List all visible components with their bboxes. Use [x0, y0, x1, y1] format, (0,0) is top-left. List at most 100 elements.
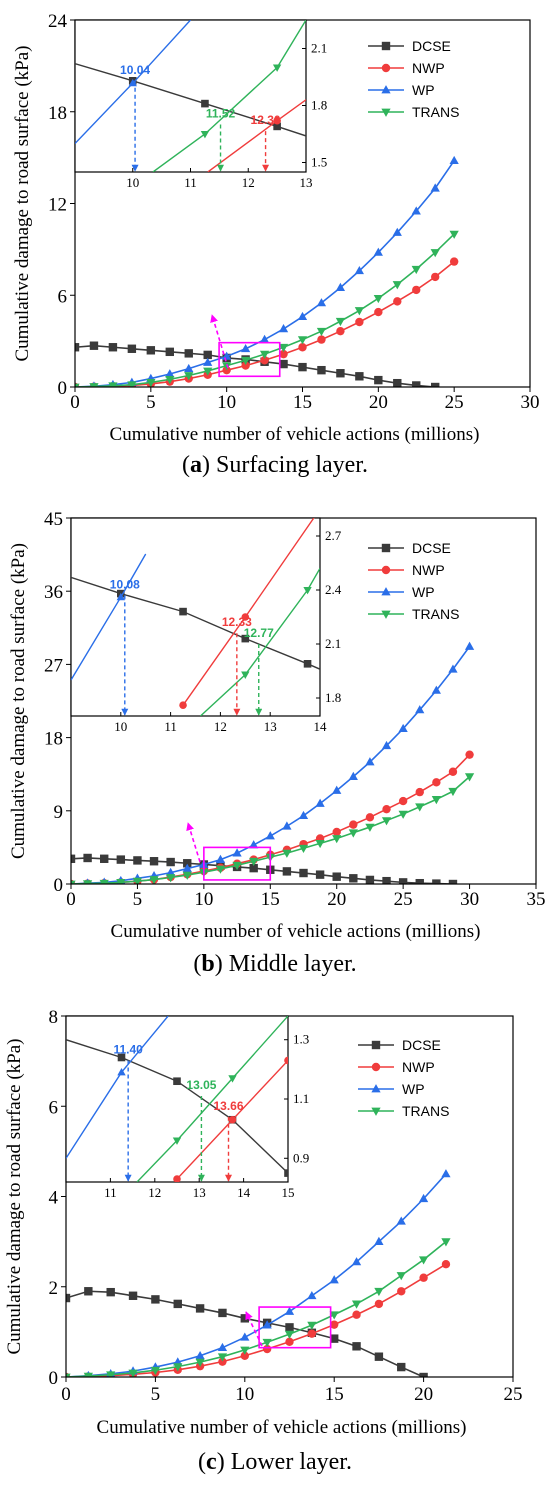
point-trans [354, 307, 364, 316]
point-trans [173, 1363, 183, 1372]
point-trans [374, 1287, 384, 1297]
y-tick-label: 0 [54, 875, 64, 896]
y-tick-label: 8 [49, 1007, 59, 1028]
caption-b: (b) Middle layer. [193, 951, 357, 977]
point-dcse [116, 855, 126, 864]
legend-marker-trans [381, 108, 391, 117]
inset-line-trans [136, 1016, 288, 1182]
point-nwp [412, 285, 421, 295]
point-wp [217, 1342, 228, 1352]
point-dcse [100, 854, 109, 863]
legend-label-wp: WP [402, 1081, 425, 1097]
point-wp [329, 1275, 339, 1284]
point-wp [249, 840, 259, 849]
point-dcse [108, 343, 118, 352]
point-nwp [374, 1299, 384, 1309]
inset-y-tick-label: 2.7 [325, 528, 342, 543]
point-dcse [183, 859, 192, 868]
point-trans [66, 1373, 71, 1377]
point-wp [464, 641, 475, 650]
inset-point-trans [241, 671, 250, 679]
y-axis-label: Cumulative damage to road surface (kPa) [4, 1038, 25, 1354]
point-dcse [412, 381, 421, 387]
point-trans [307, 1321, 317, 1330]
chart-a: 0 5 10 15 20 25 30 0 6 12 18 24 Cumulative number of… [12, 11, 540, 445]
point-trans [127, 381, 137, 387]
point-trans [146, 379, 156, 387]
inset-y-tick-label: 1.8 [325, 690, 341, 705]
x-tick-label: 35 [527, 889, 546, 910]
legend-label-wp: WP [412, 82, 435, 98]
point-nwp [349, 820, 358, 829]
point-dcse [75, 343, 80, 352]
legend-marker-dcse [381, 41, 391, 51]
point-trans [232, 861, 242, 871]
point-dcse [349, 874, 358, 883]
point-wp [278, 324, 289, 333]
point-dcse [419, 1372, 428, 1377]
point-dcse [203, 350, 212, 360]
inset-line-nwp [182, 518, 315, 706]
inset-series-group [66, 1016, 288, 1182]
inset-line-trans [200, 568, 320, 716]
inset-y-tick-label: 1.8 [311, 98, 327, 113]
point-nwp [317, 335, 326, 344]
x-tick-label: 20 [327, 889, 346, 910]
inset-point-dcse [179, 607, 187, 616]
point-trans [203, 367, 213, 376]
y-tick-label: 4 [49, 1188, 59, 1209]
point-trans [249, 857, 259, 867]
intersection-label: 11.52 [206, 107, 236, 121]
y-tick-label: 2 [49, 1278, 59, 1299]
point-wp [354, 265, 364, 275]
point-trans [335, 317, 346, 327]
x-axis-label: Cumulative number of vehicle actions (mi… [111, 921, 481, 942]
point-wp [297, 311, 308, 321]
point-dcse [299, 868, 308, 878]
point-wp [396, 1216, 406, 1225]
point-nwp [330, 1320, 339, 1329]
point-trans [106, 1371, 116, 1377]
point-dcse [374, 1352, 384, 1361]
point-dcse [393, 378, 402, 387]
intersection-label: 12.33 [222, 615, 252, 629]
point-wp [316, 298, 327, 307]
point-nwp [374, 307, 383, 317]
point-trans [398, 810, 408, 819]
x-tick-label: 30 [460, 889, 479, 910]
point-nwp [279, 349, 288, 359]
point-wp [411, 206, 421, 215]
point-trans [75, 383, 80, 387]
point-trans [297, 336, 308, 345]
point-trans [182, 871, 192, 880]
point-trans [392, 281, 402, 290]
series-group [75, 155, 459, 387]
inset-y-tick-label: 1.3 [293, 1032, 309, 1047]
zoom-highlight-box [258, 1306, 332, 1349]
point-trans [430, 249, 440, 258]
point-dcse [166, 857, 175, 867]
inset-point-nwp [284, 1056, 288, 1065]
legend-marker-wp [381, 587, 391, 596]
point-wp [315, 798, 325, 807]
legend-marker-nwp [381, 565, 391, 575]
inset-x-tick-label: 12 [242, 175, 255, 190]
point-dcse [352, 1342, 361, 1351]
point-trans [83, 1372, 93, 1377]
point-dcse [184, 349, 193, 358]
x-tick-label: 15 [293, 392, 312, 413]
point-dcse [218, 1308, 227, 1318]
inset: 11.40 13.05 13.66 11 12 13 14 15 0.9 1.1 1.3 [65, 1015, 309, 1200]
point-wp [184, 363, 194, 373]
inset-y-tick-label: 2.4 [325, 582, 342, 597]
point-trans [241, 356, 251, 366]
point-dcse [66, 1293, 71, 1303]
point-wp [398, 723, 408, 733]
legend-label-wp: WP [412, 584, 435, 600]
x-tick-label: 10 [235, 1384, 254, 1405]
inset-y-tick-label: 2.1 [325, 636, 341, 651]
point-dcse [365, 875, 375, 884]
zoom-highlight-box [218, 341, 281, 378]
point-wp [215, 854, 226, 863]
inset-x-tick-label: 10 [114, 719, 127, 734]
